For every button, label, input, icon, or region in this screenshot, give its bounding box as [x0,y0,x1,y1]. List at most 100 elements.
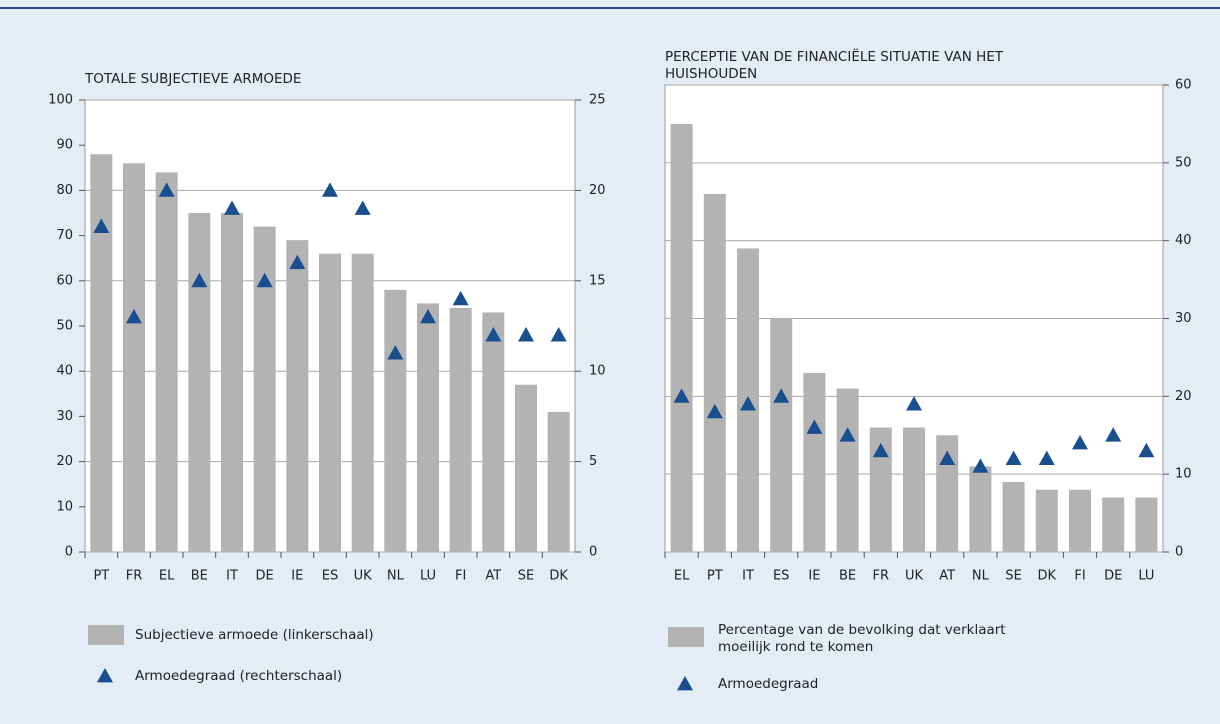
x-tick-label: AT [939,569,955,584]
y-tick-label: 10 [1175,467,1192,482]
x-tick-label: UK [905,569,924,584]
x-tick-label: FI [455,569,466,584]
x-tick-label: LU [420,569,436,584]
marker [1138,442,1155,458]
bar [703,193,726,552]
marker [673,388,690,403]
bar [417,303,439,552]
legend-swatch [97,668,113,683]
top-rule [0,7,1220,9]
x-tick-label: SE [518,569,534,584]
marker [387,345,404,360]
marker [939,450,956,465]
marker [289,254,306,270]
x-tick-label: NL [972,569,990,584]
y-tick-label: 0 [65,545,73,560]
bar [123,163,145,552]
bar [188,213,211,552]
x-tick-label: LU [1138,569,1154,584]
y-tick-label: 20 [56,454,73,469]
legend-swatch [677,676,693,691]
x-tick-label: FR [126,569,143,584]
legend-label: Armoedegraad [718,676,819,692]
marker [322,182,338,197]
x-tick-label: UK [354,569,373,584]
legend-swatch [668,627,704,647]
marker [452,290,469,306]
x-tick-label: IE [808,569,820,584]
marker [126,308,142,324]
marker [550,327,567,342]
y2-tick-label: 25 [589,93,606,108]
marker [806,419,823,434]
marker [420,308,436,324]
bar [547,411,570,552]
x-tick-label: SE [1005,569,1021,584]
bar [1102,497,1125,552]
legend-label: Armoedegraad (rechterschaal) [135,668,343,684]
x-tick-label: NL [387,569,405,584]
y-tick-label: 80 [56,183,73,198]
x-tick-label: FI [1074,569,1085,584]
chart-title: TOTALE SUBJECTIEVE ARMOEDE [85,71,302,87]
bar [319,253,341,552]
y-tick-label: 40 [1175,233,1192,248]
marker [93,218,110,233]
y-tick-label: 90 [56,138,73,153]
bar [90,154,113,553]
x-tick-label: FR [873,569,890,584]
y-tick-label: 30 [56,409,73,424]
bar [351,253,374,552]
x-tick-label: BE [191,569,208,584]
x-tick-label: PT [93,569,109,584]
marker [972,458,989,473]
y-tick-label: 10 [56,499,73,514]
x-tick-label: BE [839,569,856,584]
y2-tick-label: 5 [589,454,597,469]
x-tick-label: IT [742,569,754,584]
marker [706,403,723,419]
marker [256,272,273,288]
bar [482,312,505,552]
y-tick-label: 100 [48,93,73,108]
marker [872,442,889,458]
marker [1105,427,1122,442]
y-tick-label: 60 [1175,78,1192,93]
bar [253,226,276,552]
bar [770,318,793,552]
y-tick-label: 30 [1175,311,1192,326]
chart-title: PERCEPTIE VAN DE FINANCIËLE SITUATIE VAN… [665,49,1004,82]
y2-tick-label: 0 [589,545,597,560]
bar [903,427,925,552]
bar [155,172,178,552]
x-tick-label: ES [773,569,789,584]
marker [1072,435,1088,450]
marker [224,200,240,215]
legend-label: Subjectieve armoede (linkerschaal) [135,627,374,643]
y-tick-label: 50 [56,319,73,334]
y2-tick-label: 10 [589,364,606,379]
marker [191,272,208,288]
y-tick-label: 60 [56,273,73,288]
bar [515,384,537,552]
x-tick-label: EL [674,569,690,584]
x-tick-label: DE [256,569,274,584]
y-tick-label: 40 [56,364,73,379]
x-tick-label: DE [1104,569,1122,584]
bar [286,240,309,552]
y-tick-label: 20 [1175,389,1192,404]
y2-tick-label: 15 [589,273,606,288]
marker [1005,450,1022,465]
x-tick-label: IT [226,569,238,584]
bar [969,466,992,552]
legend-label: Percentage van de bevolking dat verklaar… [718,622,1006,655]
y2-tick-label: 20 [589,183,606,198]
bar [869,427,892,552]
bar [384,289,407,552]
bar [803,372,826,552]
y-tick-label: 0 [1175,545,1183,560]
marker [354,200,371,215]
x-tick-label: AT [485,569,501,584]
x-tick-label: DK [1038,569,1057,584]
